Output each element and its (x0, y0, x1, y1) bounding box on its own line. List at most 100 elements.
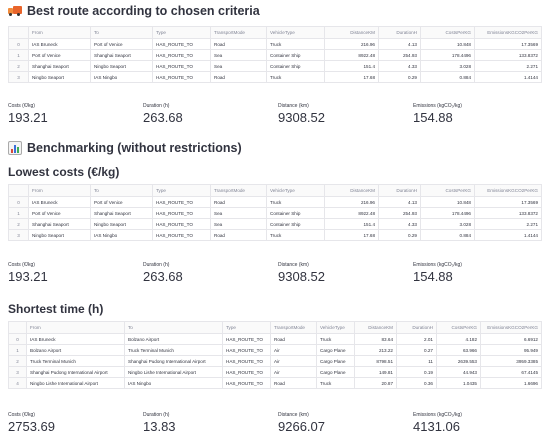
cell-emissions[interactable]: 67.4145 (480, 366, 542, 378)
cell-costs[interactable]: 2639.553 (436, 355, 481, 367)
cell-to[interactable]: Ningbo Seaport (90, 60, 153, 72)
table-row[interactable]: 3 Ningbo Seaport IAS Ningbo HAS_ROUTE_TO Roa… (8, 229, 542, 241)
cell-duration[interactable]: 0.19 (396, 366, 437, 378)
cell-distance[interactable]: 151.4 (324, 60, 379, 72)
cell-mode[interactable]: Road (210, 71, 267, 83)
cell-duration[interactable]: 11 (396, 355, 437, 367)
cell-vehicle[interactable]: Cargo Plane (316, 355, 355, 367)
cell-duration[interactable]: 4.13 (378, 38, 421, 50)
cell-from[interactable]: Port of Venice (28, 49, 91, 61)
cell-costs[interactable]: 4.182 (436, 333, 481, 345)
column-header-vehicle[interactable]: VehicleType (316, 321, 355, 334)
cell-emissions[interactable]: 3959.3385 (480, 355, 542, 367)
row-index[interactable]: 2 (8, 60, 29, 72)
table-row[interactable]: 4 Ningbo Lishe International Airport IAS N… (8, 377, 542, 389)
cell-to[interactable]: Ningbo Lishe International Airport (124, 366, 223, 378)
cell-to[interactable]: Truck Terminal Munich (124, 344, 223, 356)
cell-to[interactable]: Shanghai Seaport (90, 207, 153, 219)
cell-costs[interactable]: 3.028 (420, 218, 475, 230)
cell-mode[interactable]: Road (210, 38, 267, 50)
column-header-mode[interactable]: TransportMode (270, 321, 317, 334)
cell-mode[interactable]: Road (210, 196, 267, 208)
cell-type[interactable]: HAS_ROUTE_TO (152, 207, 211, 219)
cell-costs[interactable]: 63.966 (436, 344, 481, 356)
cell-duration[interactable]: 0.29 (378, 229, 421, 241)
cell-from[interactable]: Port of Venice (28, 207, 91, 219)
column-header-from[interactable]: From (28, 26, 91, 39)
cell-costs[interactable]: 178.4496 (420, 49, 475, 61)
column-header-type[interactable]: Type (152, 184, 211, 197)
cell-from[interactable]: Shanghai Seaport (28, 218, 91, 230)
row-index[interactable]: 4 (8, 377, 27, 389)
column-header-mode[interactable]: TransportMode (210, 184, 267, 197)
table-row[interactable]: 0 IAS Bruneck Port of Venice HAS_ROUTE_TO Ro… (8, 196, 542, 208)
cell-vehicle[interactable]: Container Ship (266, 60, 325, 72)
cell-duration[interactable]: 4.33 (378, 60, 421, 72)
cell-emissions[interactable]: 133.8372 (474, 207, 542, 219)
cell-from[interactable]: Ningbo Seaport (28, 229, 91, 241)
column-header-to[interactable]: To (124, 321, 223, 334)
cell-to[interactable]: Shanghai Pudong International Airport (124, 355, 223, 367)
cell-emissions[interactable]: 17.3569 (474, 38, 542, 50)
cell-type[interactable]: HAS_ROUTE_TO (222, 344, 271, 356)
cell-emissions[interactable]: 1.4144 (474, 71, 542, 83)
cell-to[interactable]: Ningbo Seaport (90, 218, 153, 230)
table-row[interactable]: 2 Truck Terminal Munich Shanghai Pudong In… (8, 355, 542, 367)
cell-type[interactable]: HAS_ROUTE_TO (222, 366, 271, 378)
column-header-to[interactable]: To (90, 26, 153, 39)
cell-distance[interactable]: 8922.48 (324, 49, 379, 61)
cell-duration[interactable]: 4.13 (378, 196, 421, 208)
column-header-emissions[interactable]: EmissionsKGCO2PerKG (480, 321, 542, 334)
best-route-table[interactable]: From To Type TransportMode VehicleType Distan… (8, 26, 542, 83)
column-header-from[interactable]: From (26, 321, 125, 334)
column-header-vehicle[interactable]: VehicleType (266, 26, 325, 39)
cell-type[interactable]: HAS_ROUTE_TO (152, 71, 211, 83)
cell-emissions[interactable]: 2.271 (474, 60, 542, 72)
index-header[interactable] (8, 184, 29, 197)
cell-vehicle[interactable]: Truck (316, 377, 355, 389)
table-row[interactable]: 2 Shanghai Seaport Ningbo Seaport HAS_ROUTE… (8, 218, 542, 230)
column-header-vehicle[interactable]: VehicleType (266, 184, 325, 197)
row-index[interactable]: 2 (8, 355, 27, 367)
column-header-distance[interactable]: DistanceKM (324, 26, 379, 39)
row-index[interactable]: 3 (8, 229, 29, 241)
row-index[interactable]: 1 (8, 49, 29, 61)
table-row[interactable]: 2 Shanghai Seaport Ningbo Seaport HAS_ROUTE… (8, 60, 542, 72)
cell-from[interactable]: Shanghai Pudong International Airport (26, 366, 125, 378)
cell-costs[interactable]: 44.943 (436, 366, 481, 378)
cell-mode[interactable]: Sea (210, 49, 267, 61)
row-index[interactable]: 0 (8, 38, 29, 50)
cell-duration[interactable]: 254.93 (378, 207, 421, 219)
cell-type[interactable]: HAS_ROUTE_TO (222, 377, 271, 389)
cell-from[interactable]: Ningbo Seaport (28, 71, 91, 83)
row-index[interactable]: 3 (8, 366, 27, 378)
cell-from[interactable]: IAS Bruneck (28, 196, 91, 208)
row-index[interactable]: 3 (8, 71, 29, 83)
cell-from[interactable]: IAS Bruneck (26, 333, 125, 345)
cell-distance[interactable]: 151.4 (324, 218, 379, 230)
cell-type[interactable]: HAS_ROUTE_TO (152, 196, 211, 208)
cell-costs[interactable]: 0.884 (420, 71, 475, 83)
cell-emissions[interactable]: 17.3569 (474, 196, 542, 208)
cell-distance[interactable]: 17.68 (324, 71, 379, 83)
cell-to[interactable]: Bolzano Airport (124, 333, 223, 345)
row-index[interactable]: 0 (8, 333, 27, 345)
cell-type[interactable]: HAS_ROUTE_TO (152, 229, 211, 241)
cell-to[interactable]: Port of Venice (90, 38, 153, 50)
column-header-from[interactable]: From (28, 184, 91, 197)
column-header-type[interactable]: Type (222, 321, 271, 334)
cell-mode[interactable]: Road (270, 333, 317, 345)
cell-to[interactable]: IAS Ningbo (124, 377, 223, 389)
cell-vehicle[interactable]: Cargo Plane (316, 344, 355, 356)
cell-vehicle[interactable]: Truck (266, 229, 325, 241)
cell-duration[interactable]: 2.01 (396, 333, 437, 345)
cell-emissions[interactable]: 95.949 (480, 344, 542, 356)
cell-vehicle[interactable]: Truck (266, 196, 325, 208)
cell-vehicle[interactable]: Container Ship (266, 207, 325, 219)
shortest-time-table[interactable]: From To Type TransportMode VehicleType Distan… (8, 321, 542, 389)
column-header-emissions[interactable]: EmissionsKGCO2PerKG (474, 26, 542, 39)
column-header-distance[interactable]: DistanceKM (354, 321, 397, 334)
cell-distance[interactable]: 149.81 (354, 366, 397, 378)
cell-vehicle[interactable]: Truck (266, 38, 325, 50)
cell-type[interactable]: HAS_ROUTE_TO (152, 60, 211, 72)
